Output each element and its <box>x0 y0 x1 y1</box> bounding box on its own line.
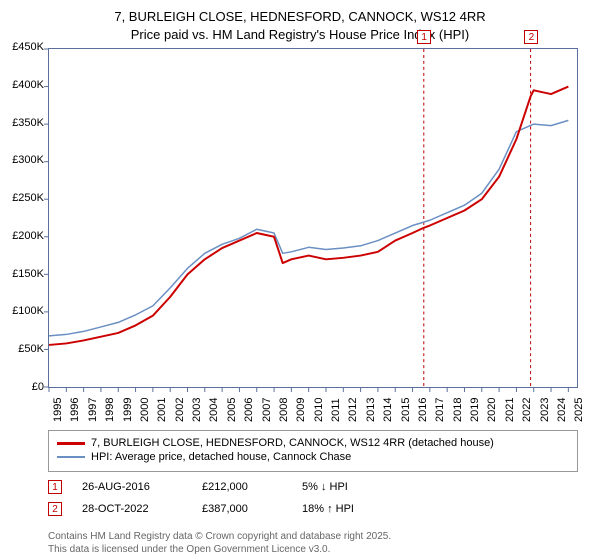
y-axis-label: £100K <box>0 305 44 317</box>
y-axis-label: £400K <box>0 79 44 91</box>
x-axis-label: 2012 <box>347 398 359 422</box>
x-axis-label: 2010 <box>313 398 325 422</box>
x-axis-label: 2005 <box>226 398 238 422</box>
x-axis-label: 2017 <box>434 398 446 422</box>
legend-swatch-2 <box>57 456 85 458</box>
x-axis-label: 2015 <box>400 398 412 422</box>
x-axis-label: 1999 <box>122 398 134 422</box>
y-axis-label: £250K <box>0 192 44 204</box>
x-axis-label: 2023 <box>539 398 551 422</box>
y-axis-label: £0 <box>0 381 44 393</box>
x-axis-label: 2009 <box>295 398 307 422</box>
y-axis-label: £450K <box>0 41 44 53</box>
y-axis-label: £350K <box>0 117 44 129</box>
x-axis-label: 2018 <box>452 398 464 422</box>
y-axis-label: £200K <box>0 230 44 242</box>
legend-label-1: 7, BURLEIGH CLOSE, HEDNESFORD, CANNOCK, … <box>91 437 494 449</box>
x-axis-label: 2024 <box>556 398 568 422</box>
x-axis-label: 2019 <box>469 398 481 422</box>
x-axis-label: 2020 <box>486 398 498 422</box>
chart-plot-area <box>48 48 578 388</box>
annotation-row-2: 2 28-OCT-2022 £387,000 18% ↑ HPI <box>48 502 578 516</box>
legend: 7, BURLEIGH CLOSE, HEDNESFORD, CANNOCK, … <box>48 430 578 472</box>
x-axis-label: 2007 <box>261 398 273 422</box>
annotation-row-1: 1 26-AUG-2016 £212,000 5% ↓ HPI <box>48 480 578 494</box>
fine-print: Contains HM Land Registry data © Crown c… <box>48 530 391 556</box>
y-axis-label: £300K <box>0 154 44 166</box>
x-axis-label: 2000 <box>139 398 151 422</box>
x-axis-label: 2021 <box>504 398 516 422</box>
marker-1-badge: 1 <box>48 480 62 494</box>
chart-title: 7, BURLEIGH CLOSE, HEDNESFORD, CANNOCK, … <box>0 0 600 43</box>
legend-label-2: HPI: Average price, detached house, Cann… <box>91 451 351 463</box>
y-axis-label: £150K <box>0 268 44 280</box>
legend-swatch-1 <box>57 442 85 445</box>
marker-2-flag: 2 <box>524 30 538 44</box>
x-axis-label: 2025 <box>573 398 585 422</box>
x-axis-label: 2014 <box>382 398 394 422</box>
x-axis-label: 1998 <box>104 398 116 422</box>
x-axis-label: 2002 <box>174 398 186 422</box>
x-axis-label: 2001 <box>156 398 168 422</box>
marker-2-badge: 2 <box>48 502 62 516</box>
y-axis-label: £50K <box>0 343 44 355</box>
x-axis-label: 2016 <box>417 398 429 422</box>
marker-1-flag: 1 <box>417 30 431 44</box>
x-axis-label: 2008 <box>278 398 290 422</box>
x-axis-label: 1997 <box>87 398 99 422</box>
x-axis-label: 2013 <box>365 398 377 422</box>
x-axis-label: 2003 <box>191 398 203 422</box>
x-axis-label: 1995 <box>52 398 64 422</box>
x-axis-label: 2004 <box>208 398 220 422</box>
x-axis-label: 2011 <box>330 398 342 422</box>
x-axis-label: 2022 <box>521 398 533 422</box>
x-axis-label: 1996 <box>69 398 81 422</box>
x-axis-label: 2006 <box>243 398 255 422</box>
